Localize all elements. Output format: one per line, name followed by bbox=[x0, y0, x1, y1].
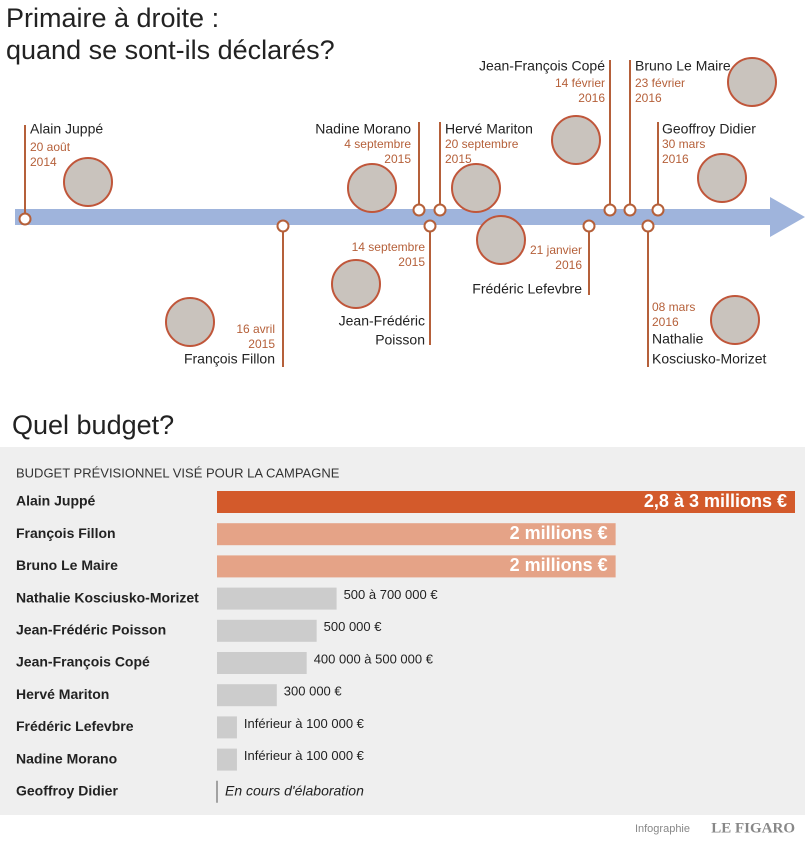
category-label: Nadine Morano bbox=[16, 750, 117, 766]
value-label: 400 000 à 500 000 € bbox=[314, 651, 434, 666]
event-dot bbox=[423, 219, 437, 233]
category-label: Frédéric Lefevbre bbox=[16, 718, 134, 734]
category-label: Alain Juppé bbox=[16, 493, 96, 509]
value-label: 2 millions € bbox=[510, 523, 608, 543]
portrait bbox=[727, 57, 777, 107]
budget-title: Quel budget? bbox=[12, 410, 174, 440]
event-date: 2015 bbox=[398, 255, 425, 269]
event-date: 2015 bbox=[445, 152, 472, 166]
title-line: quand se sont-ils déclarés? bbox=[6, 35, 335, 65]
brand: LE FIGARO bbox=[711, 820, 795, 836]
event-name: Hervé Mariton bbox=[445, 121, 533, 137]
portrait bbox=[476, 215, 526, 265]
event-name: Kosciusko-Morizet bbox=[652, 351, 766, 367]
event-dot bbox=[18, 212, 32, 226]
event-date: 23 février bbox=[635, 76, 685, 90]
event-dot bbox=[651, 203, 665, 217]
event-date: 20 août bbox=[30, 140, 71, 154]
portrait bbox=[63, 157, 113, 207]
bar bbox=[217, 619, 317, 642]
event-date: 2015 bbox=[384, 152, 411, 166]
event-date: 2016 bbox=[652, 315, 679, 329]
title-line: Primaire à droite : bbox=[6, 3, 219, 33]
portrait bbox=[331, 259, 381, 309]
event-name: Alain Juppé bbox=[30, 121, 103, 137]
event-date: 2016 bbox=[635, 91, 662, 105]
bar bbox=[217, 555, 616, 578]
event-date: 30 mars bbox=[662, 137, 705, 151]
category-label: Jean-François Copé bbox=[16, 654, 150, 670]
credit: Infographie bbox=[635, 823, 690, 835]
category-label: Bruno Le Maire bbox=[16, 557, 118, 573]
event-date: 2016 bbox=[578, 91, 605, 105]
event-dot bbox=[412, 203, 426, 217]
event-name: Nadine Morano bbox=[315, 121, 411, 137]
bar bbox=[217, 523, 616, 546]
event-date: 14 septembre bbox=[352, 240, 426, 254]
value-label: 500 à 700 000 € bbox=[344, 587, 439, 602]
category-label: Jean-Frédéric Poisson bbox=[16, 622, 166, 638]
event-date: 20 septembre bbox=[445, 137, 519, 151]
event-date: 2016 bbox=[662, 152, 689, 166]
event-name: Nathalie bbox=[652, 331, 704, 347]
event-dot bbox=[276, 219, 290, 233]
portrait bbox=[165, 297, 215, 347]
event-date: 16 avril bbox=[236, 322, 275, 336]
portrait bbox=[697, 153, 747, 203]
event-name: Jean-Frédéric bbox=[339, 313, 425, 329]
portrait bbox=[551, 115, 601, 165]
event-dot bbox=[603, 203, 617, 217]
event-date: 14 février bbox=[555, 76, 605, 90]
event-name: François Fillon bbox=[184, 351, 275, 367]
value-label: 2,8 à 3 millions € bbox=[644, 491, 787, 511]
bar bbox=[217, 684, 277, 707]
event-name: Geoffroy Didier bbox=[662, 121, 756, 137]
value-label: Inférieur à 100 000 € bbox=[244, 748, 365, 763]
event-dot bbox=[582, 219, 596, 233]
event-date: 08 mars bbox=[652, 300, 695, 314]
event-name: Jean-François Copé bbox=[479, 58, 605, 74]
value-label: 300 000 € bbox=[284, 684, 343, 699]
portrait bbox=[710, 295, 760, 345]
bar bbox=[217, 716, 237, 739]
bar bbox=[217, 587, 337, 610]
category-label: Hervé Mariton bbox=[16, 686, 109, 702]
value-label: En cours d'élaboration bbox=[225, 783, 364, 799]
category-label: Geoffroy Didier bbox=[16, 783, 118, 799]
bar bbox=[217, 748, 237, 771]
bar bbox=[217, 491, 795, 513]
value-label: 500 000 € bbox=[324, 619, 383, 634]
event-date: 2015 bbox=[248, 337, 275, 351]
portrait bbox=[451, 163, 501, 213]
event-name: Poisson bbox=[375, 332, 425, 348]
category-label: Nathalie Kosciusko-Morizet bbox=[16, 589, 199, 605]
event-dot bbox=[433, 203, 447, 217]
value-label: 2 millions € bbox=[510, 555, 608, 575]
event-name: Frédéric Lefevbre bbox=[472, 281, 582, 297]
event-date: 2016 bbox=[555, 258, 582, 272]
event-dot bbox=[623, 203, 637, 217]
portrait bbox=[347, 163, 397, 213]
bar bbox=[217, 652, 307, 674]
timeline-arrow bbox=[770, 197, 805, 237]
event-name: Bruno Le Maire bbox=[635, 58, 731, 74]
category-label: François Fillon bbox=[16, 525, 116, 541]
event-date: 2014 bbox=[30, 155, 57, 169]
event-date: 21 janvier bbox=[530, 243, 582, 257]
event-date: 4 septembre bbox=[344, 137, 411, 151]
event-dot bbox=[641, 219, 655, 233]
value-label: Inférieur à 100 000 € bbox=[244, 716, 365, 731]
budget-subtitle: BUDGET PRÉVISIONNEL VISÉ POUR LA CAMPAGN… bbox=[16, 465, 340, 480]
